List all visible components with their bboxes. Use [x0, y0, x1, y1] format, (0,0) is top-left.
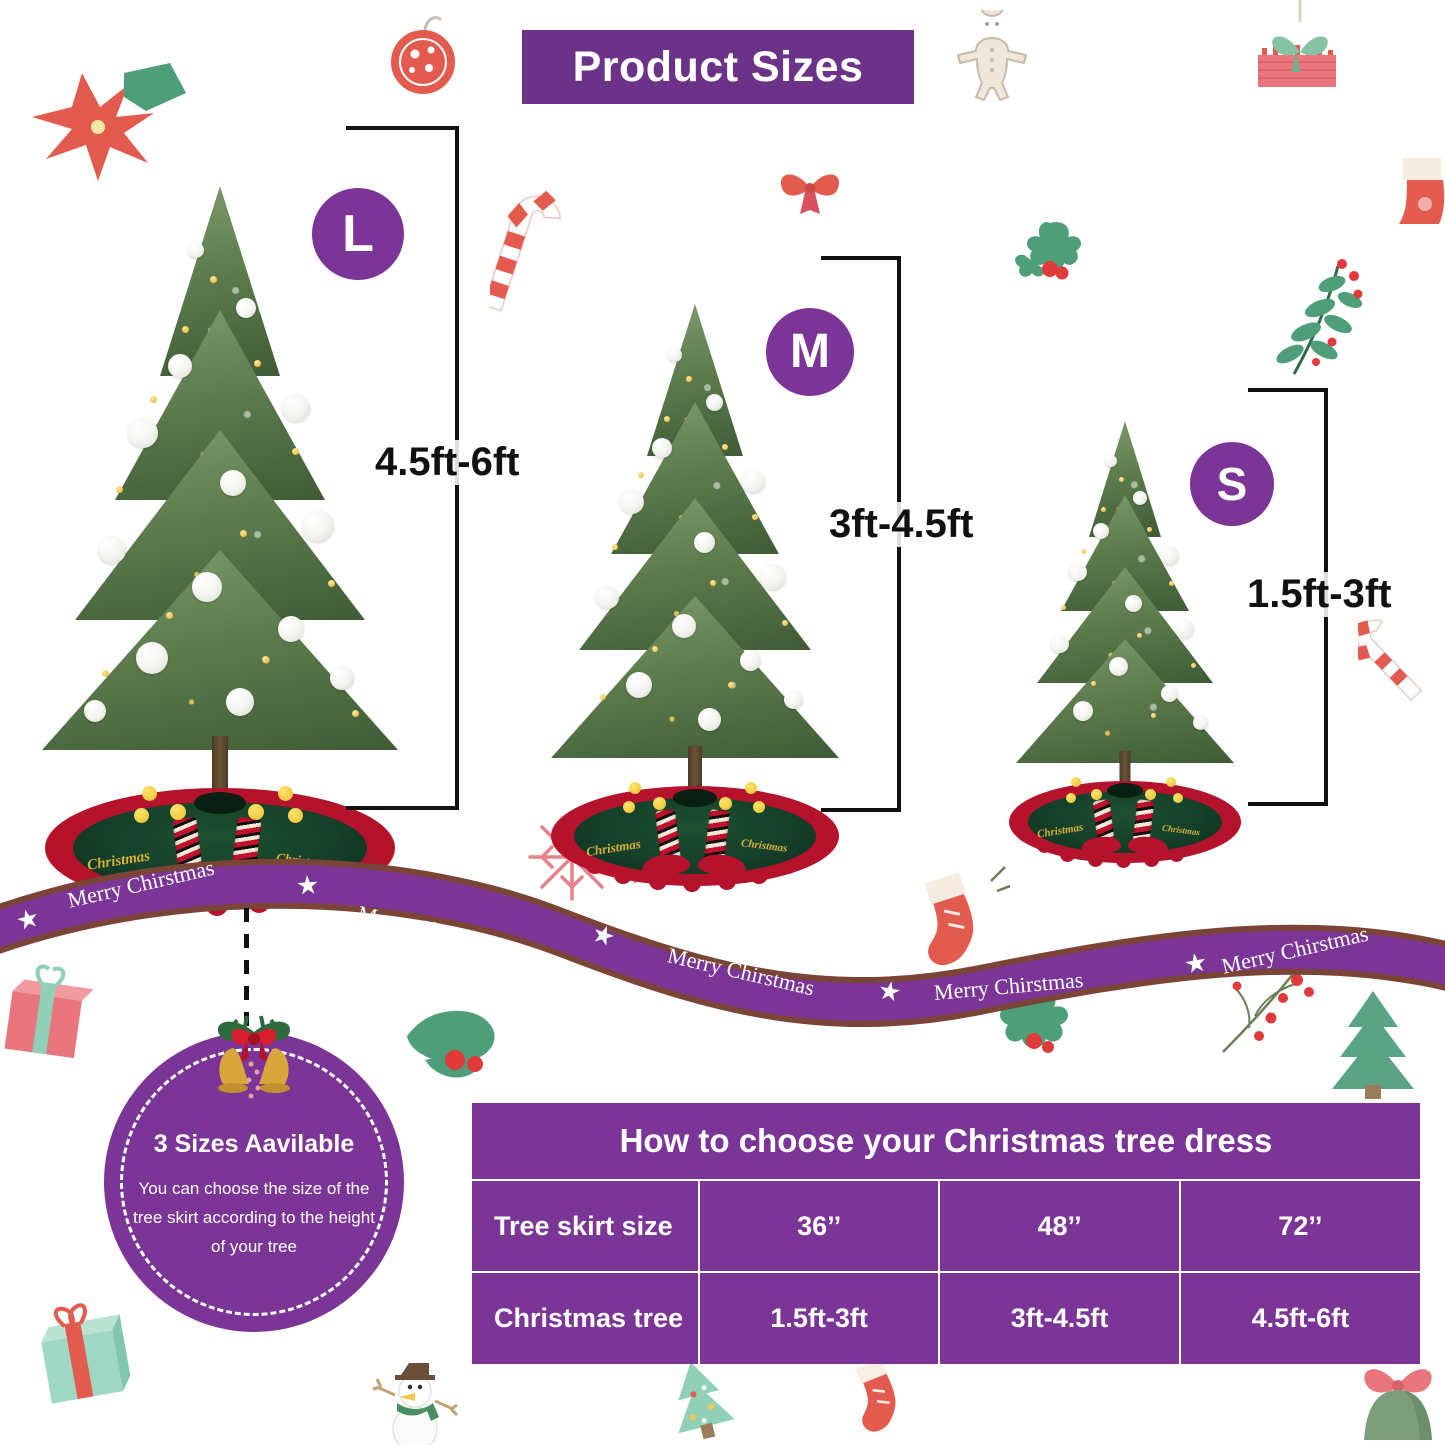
bracket-cap-bottom — [821, 808, 901, 812]
callout-body: You can choose the size of the tree skir… — [133, 1179, 375, 1256]
row-header-skirt-size: Tree skirt size — [472, 1179, 700, 1273]
holly-berry-icon — [1015, 221, 1082, 280]
ribbon-star-icon: ★ — [1181, 946, 1210, 980]
page-title: Product Sizes — [522, 30, 914, 104]
cell-skirt-size-1: 36’’ — [697, 1179, 941, 1273]
dashed-circle-border — [120, 1048, 388, 1316]
size-badge-medium: M — [766, 308, 854, 396]
elf-legs-decoration — [134, 786, 303, 906]
cell-tree-height-3: 4.5ft-6ft — [1178, 1271, 1420, 1364]
bracket-cap-bottom — [346, 806, 459, 810]
size-badge-small: S — [1190, 442, 1274, 526]
table-row: Tree skirt size 36’’ 48’’ 72’’ — [472, 1179, 1420, 1273]
elf-legs-decoration — [1066, 777, 1183, 861]
bells-bow-icon — [217, 1015, 291, 1099]
merry-christmas-ribbon: ★ ★ ★ ★ ★ Merry Chirstmas Merry Chirstma… — [0, 850, 1445, 1035]
gift-box-icon — [41, 1303, 130, 1404]
cell-skirt-size-2: 48’’ — [938, 1179, 1181, 1273]
bracket-cap-top — [1248, 388, 1328, 392]
ribbon-star-icon: ★ — [875, 974, 904, 1008]
mistletoe-sprig-icon — [1276, 259, 1363, 375]
table-title: How to choose your Christmas tree dress — [472, 1103, 1420, 1179]
bracket-cap-bottom — [1248, 802, 1328, 806]
size-badge-large: L — [312, 188, 404, 280]
tree-skirt-small: Christmas Christmas — [1009, 777, 1241, 869]
medium-tree-illustration: Christmas Christmas — [530, 258, 860, 892]
elf-legs-decoration — [623, 782, 765, 884]
callout-title: 3 Sizes Aavilable — [153, 1130, 355, 1159]
snowman-icon — [372, 1363, 459, 1445]
tree-skirt-medium: Christmas Christmas — [551, 782, 839, 892]
bracket-cap-top — [346, 126, 459, 130]
bracket-cap-top — [821, 256, 901, 260]
ribbon-star-icon: ★ — [294, 869, 321, 901]
christmas-tree-doodle-icon — [678, 1362, 735, 1440]
hanging-lantern-icon — [1258, 0, 1336, 87]
gingerbread-man-icon — [956, 10, 1028, 102]
measurement-label-medium: 3ft-4.5ft — [826, 502, 977, 547]
small-tree-illustration: Christmas Christmas — [1000, 385, 1250, 869]
cell-tree-height-2: 3ft-4.5ft — [938, 1271, 1181, 1364]
red-bow-icon — [780, 174, 840, 214]
measurement-label-small: 1.5ft-3ft — [1244, 572, 1395, 617]
stocking-icon — [1399, 158, 1445, 224]
ornament-ball-icon — [391, 16, 455, 94]
table-row: Christmas tree 1.5ft-3ft 3ft-4.5ft 4.5ft… — [472, 1271, 1420, 1364]
sizes-available-callout: 3 Sizes Aavilable You can choose the siz… — [104, 1015, 404, 1332]
pointer-dashed-line — [244, 908, 249, 1026]
row-header-christmas-tree: Christmas tree — [472, 1271, 700, 1364]
cell-tree-height-1: 1.5ft-3ft — [697, 1271, 941, 1364]
stocking-icon — [855, 1358, 896, 1432]
cell-skirt-size-3: 72’’ — [1178, 1179, 1420, 1273]
size-chart-table: How to choose your Christmas tree dress … — [472, 1103, 1420, 1365]
measurement-label-large: 4.5ft-6ft — [372, 440, 523, 485]
